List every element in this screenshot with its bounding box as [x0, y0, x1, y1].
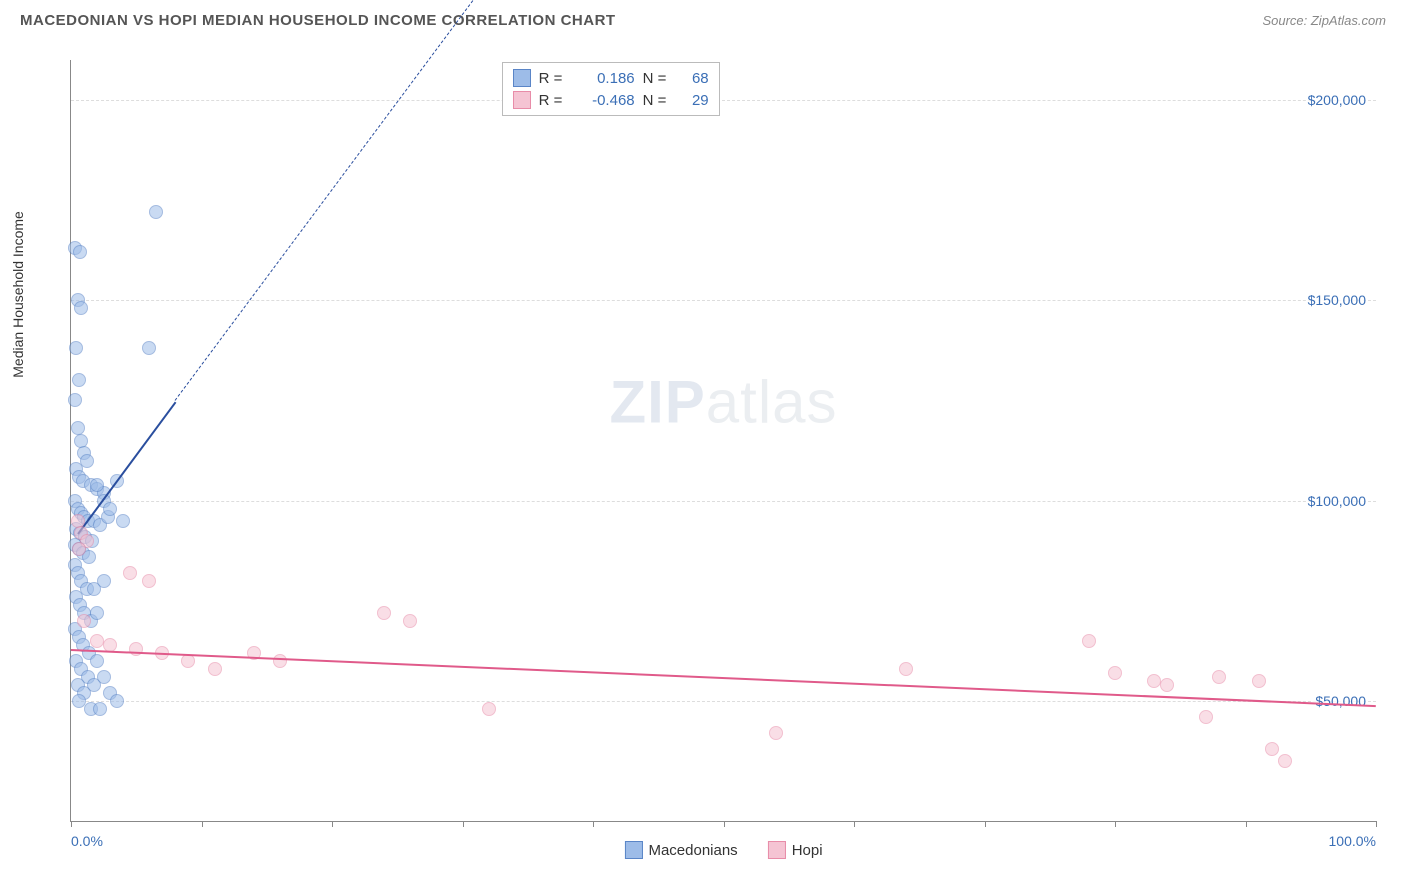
x-tick: [724, 821, 725, 827]
r-label: R =: [539, 70, 567, 87]
legend-label: Macedonians: [648, 842, 737, 859]
data-point: [72, 542, 86, 556]
n-value: 68: [679, 70, 709, 87]
r-label: R =: [539, 92, 567, 109]
n-label: N =: [643, 92, 671, 109]
legend-label: Hopi: [792, 842, 823, 859]
y-tick-label: $50,000: [1313, 693, 1368, 709]
chart-title: MACEDONIAN VS HOPI MEDIAN HOUSEHOLD INCO…: [20, 12, 616, 29]
data-point: [208, 662, 222, 676]
data-point: [1212, 670, 1226, 684]
legend-swatch: [513, 91, 531, 109]
data-point: [1265, 742, 1279, 756]
data-point: [1252, 674, 1266, 688]
n-label: N =: [643, 70, 671, 87]
watermark-bold: ZIP: [609, 369, 705, 436]
gridline: [71, 701, 1376, 702]
data-point: [73, 245, 87, 259]
data-point: [116, 514, 130, 528]
data-point: [123, 566, 137, 580]
data-point: [97, 574, 111, 588]
x-tick: [71, 821, 72, 827]
data-point: [142, 574, 156, 588]
trend-line-extrapolated: [175, 0, 593, 401]
n-value: 29: [679, 92, 709, 109]
x-tick: [332, 821, 333, 827]
watermark-light: atlas: [706, 369, 838, 436]
data-point: [142, 341, 156, 355]
chart-source: Source: ZipAtlas.com: [1262, 13, 1386, 28]
data-point: [90, 606, 104, 620]
legend-swatch: [624, 841, 642, 859]
data-point: [377, 606, 391, 620]
data-point: [77, 614, 91, 628]
y-tick-label: $200,000: [1306, 92, 1368, 108]
data-point: [90, 654, 104, 668]
x-tick: [202, 821, 203, 827]
legend-item: Macedonians: [624, 841, 737, 859]
data-point: [1147, 674, 1161, 688]
data-point: [69, 341, 83, 355]
x-tick: [463, 821, 464, 827]
x-tick: [1376, 821, 1377, 827]
data-point: [1108, 666, 1122, 680]
plot-region: ZIPatlas R =0.186N =68R =-0.468N =29 Mac…: [70, 60, 1376, 822]
x-tick: [1246, 821, 1247, 827]
gridline: [71, 501, 1376, 502]
x-tick: [593, 821, 594, 827]
data-point: [93, 702, 107, 716]
data-point: [110, 694, 124, 708]
data-point: [403, 614, 417, 628]
r-value: -0.468: [575, 92, 635, 109]
y-tick-label: $100,000: [1306, 493, 1368, 509]
data-point: [769, 726, 783, 740]
data-point: [899, 662, 913, 676]
series-legend: Macedonians Hopi: [624, 841, 822, 859]
data-point: [97, 670, 111, 684]
x-tick-label: 100.0%: [1329, 833, 1376, 849]
correlation-legend: R = 0.186 N = 68 R = -0.468 N = 29: [502, 62, 720, 116]
gridline: [71, 100, 1376, 101]
data-point: [90, 634, 104, 648]
x-tick-label: 0.0%: [71, 833, 103, 849]
legend-stat-row: R = -0.468 N = 29: [513, 89, 709, 111]
watermark: ZIPatlas: [609, 368, 837, 437]
trend-line: [71, 649, 1376, 707]
data-point: [1082, 634, 1096, 648]
x-tick: [854, 821, 855, 827]
legend-item: Hopi: [768, 841, 823, 859]
data-point: [72, 373, 86, 387]
data-point: [149, 205, 163, 219]
gridline: [71, 300, 1376, 301]
y-tick-label: $150,000: [1306, 292, 1368, 308]
chart-header: MACEDONIAN VS HOPI MEDIAN HOUSEHOLD INCO…: [0, 0, 1406, 37]
x-tick: [1115, 821, 1116, 827]
data-point: [68, 393, 82, 407]
data-point: [1160, 678, 1174, 692]
data-point: [103, 502, 117, 516]
legend-swatch: [768, 841, 786, 859]
data-point: [74, 301, 88, 315]
data-point: [1278, 754, 1292, 768]
data-point: [273, 654, 287, 668]
data-point: [90, 478, 104, 492]
r-value: 0.186: [575, 70, 635, 87]
data-point: [1199, 710, 1213, 724]
data-point: [482, 702, 496, 716]
legend-stat-row: R = 0.186 N = 68: [513, 67, 709, 89]
x-tick: [985, 821, 986, 827]
y-axis-label: Median Household Income: [10, 211, 26, 378]
chart-area: Median Household Income ZIPatlas R =0.18…: [20, 50, 1386, 872]
legend-swatch: [513, 69, 531, 87]
